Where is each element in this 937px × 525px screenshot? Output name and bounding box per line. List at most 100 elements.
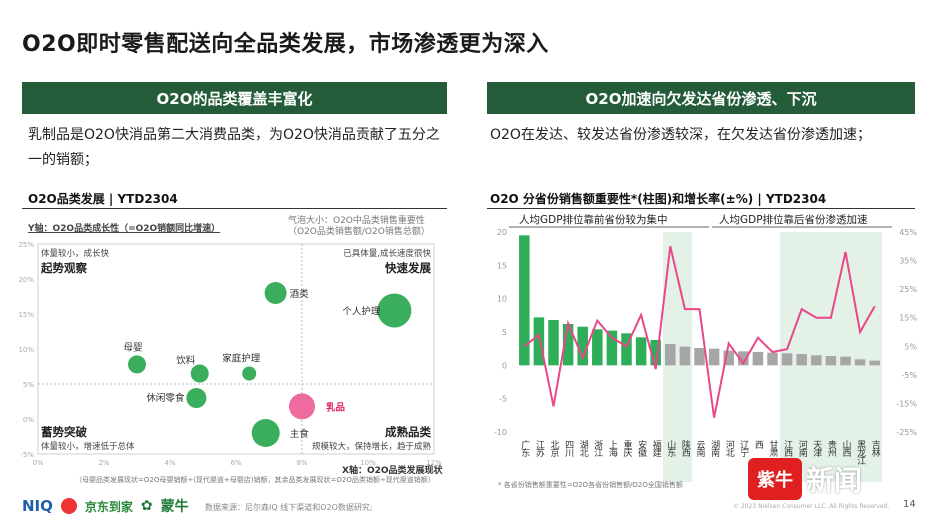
y-left-tick: -5 (499, 395, 507, 404)
y-tick-label: 0% (23, 416, 34, 424)
y-left-tick: 5 (502, 328, 507, 337)
province-label: 安徽 (636, 439, 647, 458)
y-left-tick: 15 (497, 261, 507, 270)
province-label: 西 (753, 440, 764, 450)
y-right-tick: -15% (896, 399, 917, 408)
page-number: 14 (903, 499, 916, 510)
province-bar (533, 317, 545, 366)
province-label: 浙江 (592, 439, 603, 458)
province-bar (606, 330, 618, 366)
x-tick-label: 0% (32, 459, 43, 467)
province-label: 江西 (782, 440, 793, 458)
province-label: 陕西 (680, 439, 691, 458)
province-bar (548, 320, 559, 366)
y-tick-label: 20% (18, 276, 34, 284)
bubble-chart: -5%0%5%10%15%20%25%0% 2% 4% 6% 8% 10% 12%体量较小，… (18, 241, 442, 467)
x-tick-label: 12% (426, 459, 442, 467)
left-band-title: O2O的品类覆盖丰富化 (22, 82, 447, 114)
quadrant-note: 体量较小，成长快 (41, 248, 110, 259)
quadrant-title: 成熟品类 (385, 425, 431, 439)
watermark-badge: 紫牛 (748, 458, 802, 500)
y-right-tick: 15% (899, 314, 917, 323)
province-bar (854, 359, 866, 366)
province-label: 吉林 (870, 440, 881, 458)
y-left-tick: 10 (497, 295, 507, 304)
growth-line (523, 246, 876, 418)
province-label: 贵州 (826, 439, 837, 457)
bubble-point (377, 293, 412, 328)
province-bar (708, 348, 720, 366)
y-right-tick: -5% (901, 371, 917, 380)
bubble-label: 主食 (290, 428, 310, 440)
province-bar (621, 333, 632, 366)
x-tick-label: 8% (296, 459, 307, 467)
x-axis-note: X轴：O2O品类发展现状 (342, 466, 443, 476)
province-label: 湖南 (709, 440, 720, 457)
quadrant-note: 规模较大，保持增长，趋于成熟 (312, 441, 432, 452)
province-bar (781, 353, 793, 366)
quadrant-title: 起势观察 (40, 261, 87, 275)
y-right-tick: -25% (896, 428, 917, 437)
data-source: 数据来源：尼尔森IQ 线下渠道和O2O数据研究; (205, 503, 373, 512)
province-label: 福建 (651, 439, 662, 458)
copyright: © 2023 Nielsen Consumer LLC. All Rights … (733, 503, 890, 510)
province-label: 广东 (519, 439, 530, 457)
y-tick-label: 25% (18, 241, 34, 249)
quadrant-title: 蓄势突破 (41, 425, 87, 439)
y-right-tick: 45% (899, 228, 917, 237)
province-label: 四川 (563, 440, 574, 457)
province-label: 江苏 (534, 440, 545, 458)
annotation-right: 人均GDP排位靠后省份渗透加速 (719, 213, 868, 226)
bubble-label: 乳品 (326, 401, 345, 413)
province-label: 河南 (797, 439, 808, 457)
quadrant-note: 体量较小，增速低于总体 (41, 441, 135, 452)
province-label: 辽宁 (738, 440, 749, 457)
bubble-size-note: 气泡大小：O2O中品类销售重要性（O2O品类销售额/O2O销售总额） (288, 216, 430, 237)
y-tick-label: -5% (20, 451, 34, 459)
y-left-tick: -10 (494, 428, 507, 437)
left-description: 乳制品是O2O快消品第二大消费品类，为O2O快消品贡献了五分之一的销额； (28, 127, 440, 168)
province-bar (738, 351, 749, 366)
province-label: 山东 (665, 440, 676, 457)
province-label: 湖北 (578, 440, 589, 458)
province-label: 重庆 (622, 439, 633, 458)
province-label: 北京 (549, 440, 560, 458)
y-tick-label: 15% (18, 311, 34, 319)
province-bar (519, 235, 530, 366)
bubble-point (128, 355, 146, 374)
province-bar (650, 340, 661, 366)
bubble-point (186, 388, 207, 408)
right-band-title: O2O加速向欠发达省份渗透、下沉 (487, 82, 915, 114)
province-bar (665, 344, 676, 366)
page-title: O2O即时零售配送向全品类发展，市场渗透更为深入 (22, 32, 549, 57)
quadrant-note: 已具体量,成长速度很快 (343, 248, 431, 259)
right-subheading: O2O 分省份销售额重要性*(柱图)和增长率(±%) | YTD2304 (490, 192, 827, 206)
x-tick-label: 2% (98, 459, 109, 467)
province-bar (694, 348, 705, 366)
province-bar (577, 326, 588, 366)
province-label: 天津 (811, 440, 822, 458)
jd-logo-icon (60, 498, 77, 514)
footer-logos: NIQ 京东到家 ✿ 蒙牛 (22, 496, 189, 516)
mengniu-logo: 蒙牛 (160, 499, 189, 515)
province-bar (811, 355, 822, 366)
province-bar (635, 337, 647, 366)
bubble-label: 个人护理 (342, 306, 381, 318)
bubble-point (264, 282, 287, 304)
annotation-left: 人均GDP排位靠前省份较为集中 (519, 213, 668, 226)
y-left-tick: 0 (502, 361, 507, 370)
x-tick-label: 10% (360, 459, 376, 467)
province-label: 甘肃 (768, 439, 779, 458)
y-right-tick: 35% (899, 257, 917, 266)
x-axis-footnote: （母婴品类发展现状=O2O母婴销额÷(现代渠道+母婴店)销额，其余品类发展现状=… (75, 476, 435, 484)
y-left-tick: 20 (497, 228, 507, 237)
province-label: 河北 (724, 439, 735, 458)
province-label: 黑龙江 (855, 440, 866, 466)
mengniu-logo-icon: ✿ (140, 498, 153, 514)
x-tick-label: 4% (164, 459, 175, 467)
bubble-label: 酒类 (290, 288, 310, 300)
y-right-tick: 25% (899, 285, 917, 294)
bubble-label: 饮料 (176, 355, 196, 367)
plot-frame (37, 243, 435, 455)
y-right-tick: 5% (904, 342, 917, 351)
